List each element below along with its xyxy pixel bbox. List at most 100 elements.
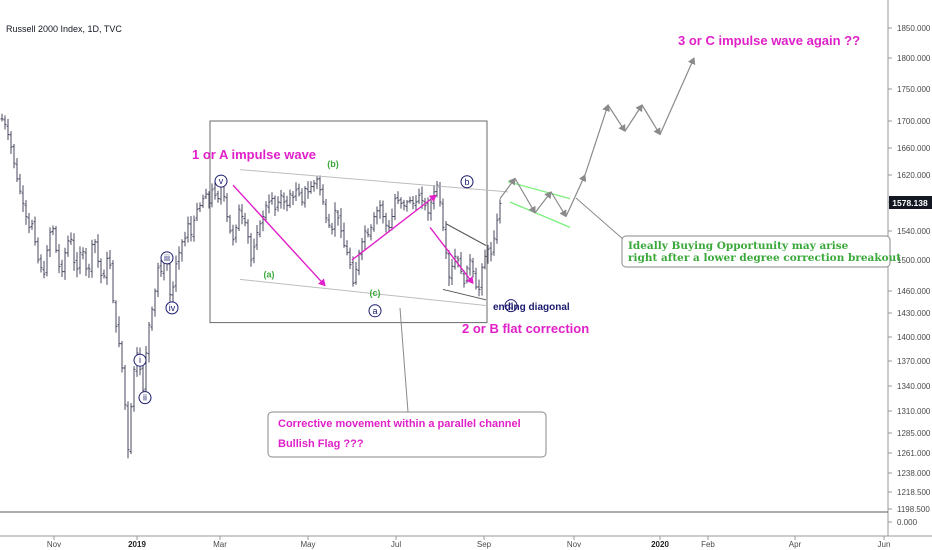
time-axis[interactable]: Nov 2019 Mar May Jul Sep Nov 2020 Feb Apr Jun bbox=[47, 536, 891, 549]
wave-label-circle bbox=[504, 299, 518, 313]
wave-label-text: v bbox=[219, 176, 224, 186]
ohlc-bar bbox=[459, 251, 463, 275]
ohlc-bar bbox=[54, 226, 58, 253]
ohlc-bar bbox=[411, 195, 415, 210]
price-bars bbox=[0, 113, 502, 459]
price-axis-tick-label: 1430.000 bbox=[897, 309, 931, 318]
price-axis-tick-label: 1800.000 bbox=[897, 54, 931, 63]
wave-label-text: (a) bbox=[264, 270, 275, 280]
ohlc-bar bbox=[93, 239, 97, 254]
projection-segment[interactable] bbox=[607, 104, 626, 132]
last-price-tag: 1578.138 bbox=[889, 196, 932, 209]
wave-label: c bbox=[504, 299, 518, 313]
ohlc-bar bbox=[99, 258, 103, 284]
projection-segment[interactable] bbox=[659, 57, 696, 135]
trend-arrow[interactable] bbox=[429, 226, 474, 285]
buying-callout-box bbox=[621, 235, 891, 268]
time-axis-tick-label: Jun bbox=[878, 540, 891, 549]
ohlc-bar bbox=[189, 216, 193, 242]
flag-lower-line[interactable] bbox=[509, 201, 571, 228]
ohlc-bar bbox=[198, 202, 202, 212]
trend-arrow[interactable] bbox=[351, 194, 437, 261]
price-axis-tick-label: 1660.000 bbox=[897, 144, 931, 153]
projection-segment[interactable] bbox=[499, 177, 516, 199]
wave-label-text: i bbox=[139, 355, 141, 365]
ohlc-bar bbox=[102, 269, 106, 279]
wave-label: a bbox=[368, 304, 382, 318]
ohlc-bar bbox=[495, 213, 499, 244]
price-axis-tick-label: 1340.000 bbox=[897, 382, 931, 391]
ohlc-bar bbox=[195, 202, 199, 222]
wave-label-circle bbox=[165, 301, 179, 315]
diagonal-upper-line[interactable] bbox=[445, 223, 487, 246]
corrective-callout-pointer bbox=[399, 307, 409, 413]
ohlc-bar bbox=[471, 257, 475, 278]
price-axis-tick-label: 1850.000 bbox=[897, 24, 931, 33]
projection-segment[interactable] bbox=[565, 174, 587, 217]
ohlc-bar bbox=[246, 219, 250, 244]
wave-label-circle bbox=[160, 251, 174, 265]
ohlc-bar bbox=[69, 232, 73, 245]
ohlc-bar bbox=[414, 195, 418, 211]
projection-segment[interactable] bbox=[584, 104, 610, 176]
wave-label-text: iv bbox=[169, 303, 176, 313]
wave-label: i bbox=[133, 353, 147, 367]
ohlc-bar bbox=[60, 259, 64, 278]
wave-label: (b) bbox=[327, 159, 339, 169]
buying-callout-pointer bbox=[575, 197, 625, 241]
ohlc-bar bbox=[273, 195, 277, 217]
ohlc-bar bbox=[267, 194, 271, 214]
ohlc-bar bbox=[123, 365, 127, 410]
wave-label: b bbox=[460, 175, 474, 189]
wave-label: iv bbox=[165, 301, 179, 315]
ohlc-bar bbox=[132, 366, 136, 412]
time-axis-tick-label: Feb bbox=[701, 540, 715, 549]
ohlc-bar bbox=[390, 208, 394, 231]
ohlc-bar bbox=[483, 249, 487, 270]
wave-label-text: (c) bbox=[370, 288, 381, 298]
projection-segment[interactable] bbox=[641, 104, 661, 136]
projection-segment[interactable] bbox=[514, 178, 536, 214]
ohlc-bar bbox=[372, 212, 376, 232]
ending-diagonal-label: ending diagonal bbox=[493, 302, 570, 313]
ohlc-bar bbox=[183, 231, 187, 247]
ohlc-bar bbox=[402, 199, 406, 211]
correction-box[interactable] bbox=[209, 120, 488, 324]
ohlc-bar bbox=[252, 238, 256, 264]
chart-title: Russell 2000 Index, 1D, TVC bbox=[6, 24, 122, 34]
channel-lower-line[interactable] bbox=[239, 278, 488, 307]
ohlc-bar bbox=[270, 192, 274, 205]
ohlc-bar bbox=[24, 200, 28, 225]
ohlc-bar bbox=[108, 250, 112, 270]
ohlc-bar bbox=[57, 244, 61, 274]
time-axis-tick-label: Sep bbox=[477, 540, 492, 549]
ohlc-bar bbox=[285, 195, 289, 212]
corrective-callout: Corrective movement within a parallel ch… bbox=[267, 411, 547, 458]
wave-label-text: c bbox=[509, 301, 514, 311]
projection-segment[interactable] bbox=[534, 191, 552, 214]
ohlc-bar bbox=[279, 189, 283, 209]
wave-label-circle bbox=[368, 304, 382, 318]
ohlc-bar bbox=[375, 206, 379, 225]
projection-segment[interactable] bbox=[624, 104, 643, 132]
ohlc-bar bbox=[498, 199, 502, 224]
ohlc-bar bbox=[309, 181, 313, 194]
ohlc-bar bbox=[150, 306, 154, 331]
ohlc-bar bbox=[450, 258, 454, 286]
time-axis-tick-label: Jul bbox=[391, 540, 401, 549]
ohlc-bar bbox=[48, 227, 52, 258]
projection-segment[interactable] bbox=[550, 191, 567, 218]
ohlc-bar bbox=[351, 256, 355, 287]
ohlc-bar bbox=[456, 255, 460, 268]
trend-arrow[interactable] bbox=[232, 184, 326, 287]
price-axis-tick-label: 1198.500 bbox=[897, 505, 930, 514]
ohlc-bar bbox=[0, 113, 4, 122]
ohlc-bar bbox=[369, 224, 373, 241]
diagonal-lower-line[interactable] bbox=[442, 288, 487, 301]
ohlc-bar bbox=[492, 230, 496, 256]
wave-label: (a) bbox=[264, 270, 275, 280]
ohlc-bar bbox=[87, 263, 91, 279]
channel-upper-line[interactable] bbox=[239, 169, 509, 193]
